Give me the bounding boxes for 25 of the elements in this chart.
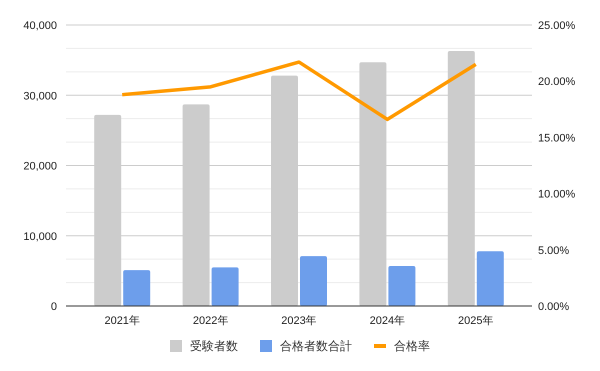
y2-tick-label: 10.00%: [538, 188, 576, 201]
legend-label: 合格率: [394, 339, 430, 353]
x-tick-label: 2021年: [104, 315, 140, 327]
y2-tick-label: 15.00%: [538, 132, 576, 144]
bar: [123, 270, 150, 306]
bar: [212, 267, 239, 306]
x-tick-label: 2022年: [192, 315, 228, 327]
y-tick-label: 0: [50, 301, 57, 313]
y-tick-label: 40,000: [23, 20, 57, 32]
legend-label: 合格者数合計: [280, 339, 352, 353]
x-tick-label: 2023年: [281, 315, 317, 327]
y2-tick-label: 20.00%: [538, 76, 576, 88]
bar: [388, 266, 416, 306]
y-tick-label: 30,000: [23, 90, 57, 102]
legend-label: 受験者数: [190, 339, 238, 353]
y2-tick-label: 25.00%: [538, 20, 576, 32]
line-series: [120, 60, 478, 122]
x-tick-label: 2024年: [370, 315, 406, 327]
y2-tick-label: 0.00%: [538, 301, 570, 313]
bar: [476, 251, 504, 306]
y-tick-label: 20,000: [23, 160, 57, 172]
y-tick-label: 10,000: [23, 230, 57, 243]
x-tick-label: 2025年: [458, 315, 494, 327]
bar: [300, 256, 327, 306]
y2-tick-label: 5.00%: [538, 244, 570, 257]
